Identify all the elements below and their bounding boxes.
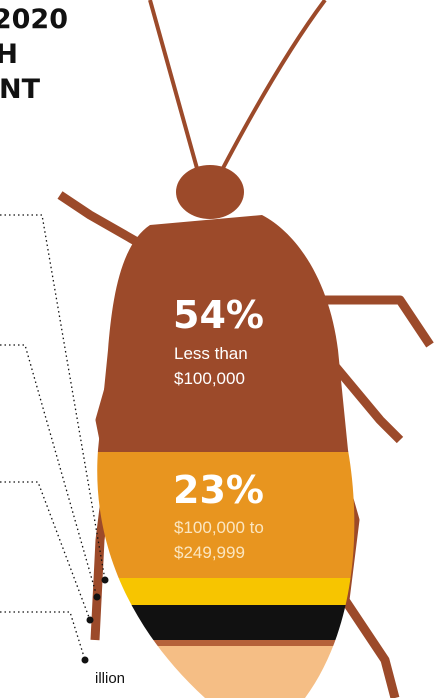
title-line: ENT: [0, 74, 41, 105]
footnote: illion: [95, 670, 125, 687]
antenna: [148, 0, 200, 173]
segment-percent: 23%: [173, 468, 264, 512]
segment-label: Less than: [174, 344, 248, 363]
leader-dots: [81, 576, 109, 664]
segment-label: $100,000: [174, 369, 245, 388]
leader-lines: [0, 214, 106, 661]
antenna: [220, 0, 327, 171]
segment-label: $100,000 to: [174, 518, 264, 537]
segment-percent: 54%: [173, 293, 264, 337]
title-line: H: [0, 39, 18, 70]
head: [176, 165, 244, 219]
title-line: 2020: [0, 4, 68, 35]
segment-label: $249,999: [174, 543, 245, 562]
